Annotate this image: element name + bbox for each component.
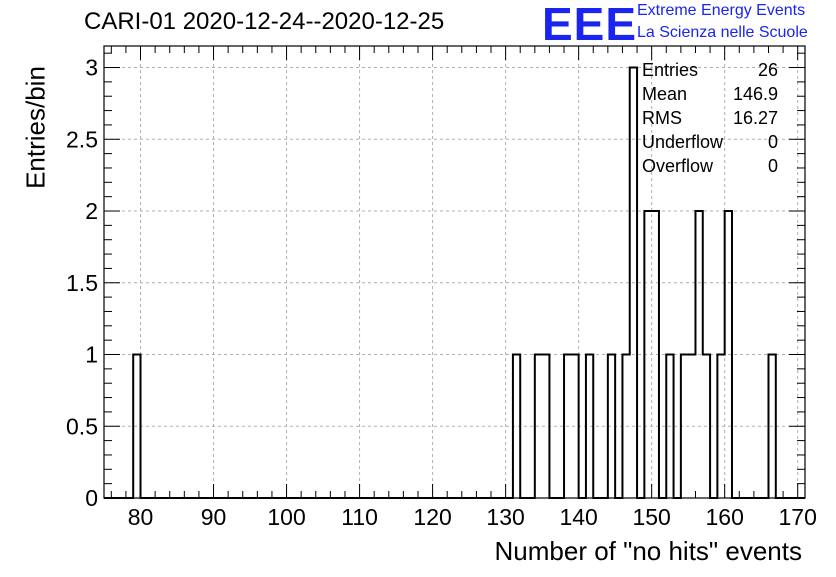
y-tick-label: 0.5 [66, 413, 98, 439]
stats-value: 146.9 [732, 84, 778, 104]
y-tick-label: 3 [85, 55, 98, 81]
x-tick-label: 140 [559, 504, 597, 530]
x-tick-label: 100 [267, 504, 305, 530]
x-axis-label: Number of "no hits" events [494, 536, 803, 566]
stats-value: 26 [757, 60, 778, 80]
stats-label: Mean [642, 84, 688, 104]
logo-tagline-2: La Scienza nelle Scuole [637, 24, 808, 41]
y-tick-label: 0 [85, 485, 98, 511]
x-tick-label: 90 [201, 504, 227, 530]
x-tick-label: 120 [413, 504, 451, 530]
logo-tagline-1: Extreme Energy Events [637, 2, 806, 19]
stats-label: Overflow [642, 156, 714, 176]
stats-label: Entries [642, 60, 699, 80]
stats-row-rms: RMS 16.27 [642, 108, 778, 130]
eee-logo: EEE [542, 0, 638, 50]
x-tick-label: 160 [705, 504, 743, 530]
stats-value: 16.27 [732, 108, 778, 128]
stats-row-mean: Mean 146.9 [642, 84, 778, 106]
y-tick-label: 2.5 [66, 126, 98, 152]
x-tick-label: 130 [486, 504, 524, 530]
chart-title: CARI-01 2020-12-24--2020-12-25 [84, 8, 445, 35]
y-tick-label: 1 [85, 342, 98, 368]
y-tick-label: 1.5 [66, 270, 98, 296]
stats-label: RMS [642, 108, 682, 128]
stats-value: 0 [767, 132, 778, 152]
stats-row-underflow: Underflow 0 [642, 132, 778, 154]
plot-frame [103, 45, 806, 499]
x-tick-label: 170 [779, 504, 817, 530]
x-tick-label: 80 [128, 504, 154, 530]
stats-row-entries: Entries 26 [642, 60, 778, 82]
y-tick-label: 2 [85, 198, 98, 224]
stats-value: 0 [767, 156, 778, 176]
stats-label: Underflow [642, 132, 724, 152]
stats-row-overflow: Overflow 0 [642, 156, 778, 178]
x-tick-label: 150 [632, 504, 670, 530]
x-tick-label: 110 [341, 504, 378, 530]
y-axis-label: Entries/bin [20, 66, 51, 189]
